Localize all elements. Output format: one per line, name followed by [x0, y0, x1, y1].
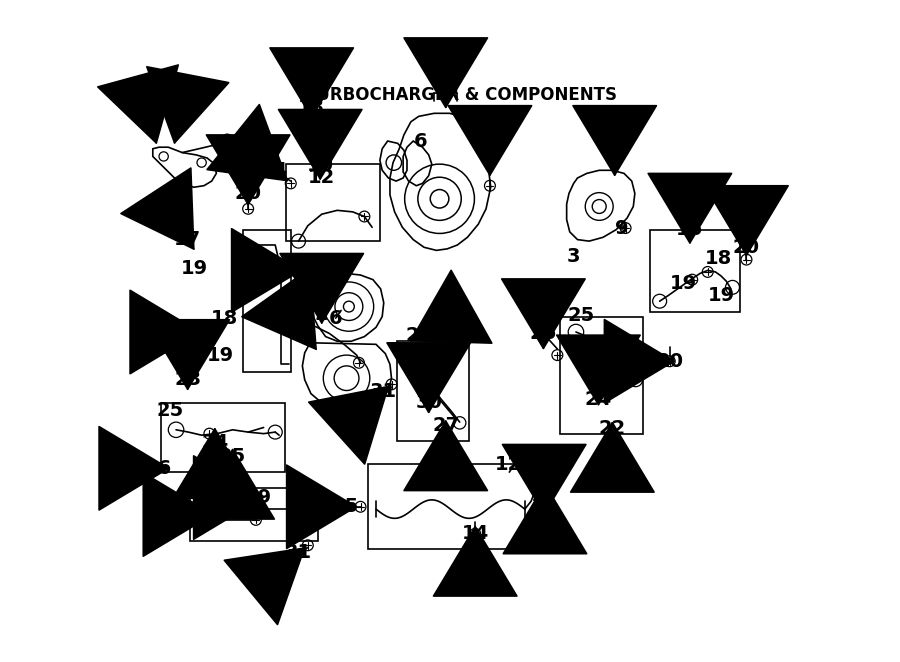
Text: 9: 9	[140, 101, 154, 120]
Text: 20: 20	[733, 238, 760, 257]
Text: TURBOCHARGER & COMPONENTS: TURBOCHARGER & COMPONENTS	[305, 85, 617, 103]
Text: 16: 16	[676, 220, 704, 239]
Text: 30: 30	[194, 505, 221, 524]
Text: 2: 2	[315, 305, 328, 324]
Text: 15: 15	[276, 261, 303, 280]
Text: 12: 12	[308, 169, 335, 187]
Text: 19: 19	[708, 285, 735, 305]
Text: 20: 20	[656, 352, 683, 371]
Text: 25: 25	[568, 306, 595, 324]
Text: 26: 26	[145, 459, 172, 478]
Text: 11: 11	[531, 478, 559, 497]
Text: 25: 25	[219, 448, 247, 466]
Text: 31: 31	[369, 382, 397, 401]
Text: 24: 24	[202, 434, 229, 452]
Text: 17: 17	[174, 230, 202, 249]
Text: 5: 5	[483, 151, 497, 169]
Bar	[560, 316, 643, 434]
Bar	[368, 465, 535, 549]
Text: 30: 30	[415, 393, 442, 412]
Text: 19: 19	[207, 346, 234, 365]
Circle shape	[256, 253, 259, 257]
Text: 13: 13	[298, 98, 325, 117]
Bar	[286, 164, 380, 241]
Text: 27: 27	[432, 416, 459, 436]
Text: 9: 9	[615, 218, 628, 238]
Text: 1: 1	[439, 84, 453, 103]
Bar	[190, 487, 318, 542]
Text: 13: 13	[531, 497, 558, 516]
Circle shape	[430, 189, 449, 208]
Text: 5: 5	[367, 401, 381, 420]
Text: 28: 28	[190, 490, 217, 508]
Bar	[160, 403, 284, 472]
Text: 10: 10	[307, 156, 334, 175]
Text: 6: 6	[328, 308, 343, 328]
Bar	[243, 230, 291, 372]
Circle shape	[274, 270, 279, 274]
Text: 6: 6	[413, 132, 427, 150]
Text: 26: 26	[530, 324, 557, 343]
Text: 20: 20	[235, 184, 262, 203]
Bar	[397, 341, 469, 442]
Text: 29: 29	[245, 488, 272, 507]
Text: 25: 25	[584, 369, 611, 388]
Text: 14: 14	[462, 524, 489, 544]
Text: 18: 18	[705, 248, 733, 267]
Text: 23: 23	[174, 370, 202, 389]
Text: 4: 4	[302, 330, 315, 349]
Text: 19: 19	[181, 260, 208, 278]
Text: 25: 25	[157, 401, 184, 420]
Text: 15: 15	[331, 497, 358, 516]
Text: 18: 18	[212, 308, 239, 328]
Text: 19: 19	[670, 274, 697, 293]
Text: 8: 8	[171, 118, 184, 136]
Text: 31: 31	[285, 544, 312, 563]
Text: 7: 7	[608, 153, 621, 172]
Text: 12: 12	[495, 455, 522, 474]
Text: 14: 14	[261, 161, 288, 180]
Circle shape	[344, 301, 355, 312]
Text: 3: 3	[567, 247, 580, 266]
Bar	[651, 230, 740, 312]
Text: 22: 22	[598, 419, 626, 438]
Text: 21: 21	[179, 322, 206, 342]
Text: 24: 24	[585, 391, 612, 409]
Circle shape	[283, 322, 286, 326]
Text: 29: 29	[406, 326, 433, 346]
